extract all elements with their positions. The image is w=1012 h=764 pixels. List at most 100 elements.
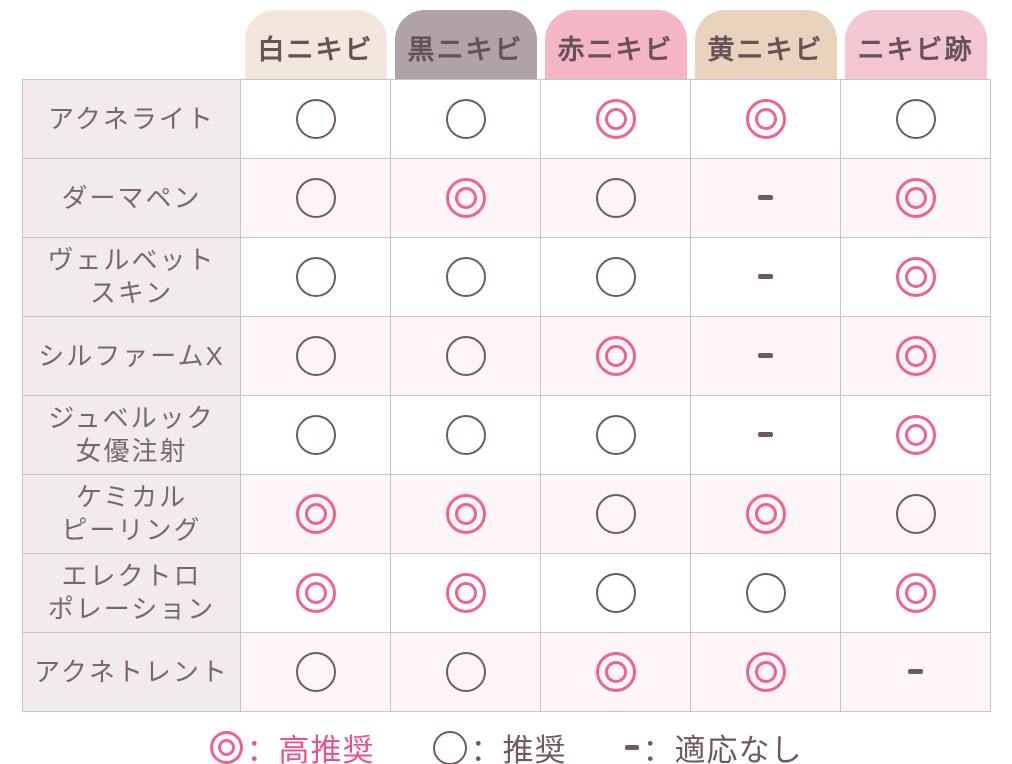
matrix-cell — [390, 474, 541, 554]
recommend-icon — [445, 415, 486, 455]
matrix-cell — [390, 632, 541, 712]
recommend-icon — [895, 494, 936, 534]
high-recommend-icon — [295, 494, 336, 534]
treatment-acne-matrix: 白ニキビ 黒ニキビ 赤ニキビ 黄ニキビ ニキビ跡 アクネライト ダーマペン — [22, 10, 991, 712]
recommend-icon — [595, 415, 636, 455]
matrix-cell — [690, 237, 841, 317]
table-row-dermapen: ダーマペン — [22, 158, 991, 238]
high-recommend-icon — [295, 573, 336, 613]
matrix-cell — [690, 553, 841, 633]
matrix-cell — [240, 632, 391, 712]
table-row-electroporation: エレクトロ ポレーション — [22, 553, 991, 633]
high-recommend-icon — [445, 178, 486, 218]
legend-item-high-recommend: ：高推奨 — [209, 725, 375, 764]
col-header-white-acne: 白ニキビ — [244, 10, 387, 79]
high-recommend-icon — [745, 494, 786, 534]
recommend-icon — [295, 178, 336, 218]
matrix-cell — [390, 79, 541, 159]
recommend-icon — [295, 415, 336, 455]
high-recommend-inner-circle — [454, 582, 477, 604]
col-header-acne-scars: ニキビ跡 — [844, 10, 987, 79]
row-label: エレクトロ ポレーション — [22, 553, 241, 633]
high-recommend-inner-circle — [754, 503, 777, 525]
recommend-icon — [295, 257, 336, 297]
matrix-cell — [840, 316, 991, 396]
high-recommend-inner-circle — [604, 661, 627, 683]
col-header-red-acne: 赤ニキビ — [544, 10, 687, 79]
recommend-icon — [745, 573, 786, 613]
matrix-cell — [840, 79, 991, 159]
matrix-cell — [390, 316, 541, 396]
legend: ：高推奨 ：推奨 ：適応なし — [0, 725, 1012, 764]
high-recommend-inner-circle — [754, 661, 777, 683]
high-recommend-inner-circle — [904, 424, 927, 446]
row-label: ダーマペン — [22, 158, 241, 238]
matrix-cell — [240, 474, 391, 554]
col-header-yellow-acne: 黄ニキビ — [694, 10, 837, 79]
matrix-cell — [840, 553, 991, 633]
matrix-cell — [690, 395, 841, 475]
recommend-icon — [295, 99, 336, 139]
legend-symbol — [624, 739, 639, 757]
table-row-acnetrent: アクネトレント — [22, 632, 991, 712]
legend-label: ：適応なし — [642, 733, 803, 764]
matrix-cell — [390, 158, 541, 238]
matrix-cell — [540, 158, 691, 238]
matrix-cell — [540, 316, 691, 396]
high-recommend-inner-circle — [454, 503, 477, 525]
table-row-velvet-skin: ヴェルベット スキン — [22, 237, 991, 317]
matrix-cell — [840, 237, 991, 317]
not-applicable-icon — [624, 744, 639, 750]
high-recommend-icon — [895, 336, 936, 376]
high-recommend-icon — [595, 652, 636, 692]
table-row-acne-light: アクネライト — [22, 79, 991, 159]
matrix-cell — [390, 395, 541, 475]
matrix-cell — [690, 316, 841, 396]
high-recommend-icon — [595, 336, 636, 376]
high-recommend-icon — [745, 99, 786, 139]
high-recommend-inner-circle — [304, 503, 327, 525]
high-recommend-inner-circle — [754, 108, 777, 130]
high-recommend-inner-circle — [304, 582, 327, 604]
matrix-cell — [240, 316, 391, 396]
not-applicable-icon — [758, 274, 773, 280]
high-recommend-icon — [445, 494, 486, 534]
row-label: アクネトレント — [22, 632, 241, 712]
recommend-icon — [295, 652, 336, 692]
high-recommend-icon — [895, 573, 936, 613]
not-applicable-icon — [758, 195, 773, 201]
legend-item-recommend: ：推奨 — [432, 725, 567, 764]
row-label: ヴェルベット スキン — [22, 237, 241, 317]
table-row-sylfirm-x: シルファームX — [22, 316, 991, 396]
recommend-icon — [595, 178, 636, 218]
matrix-cell — [690, 79, 841, 159]
matrix-cell — [240, 237, 391, 317]
not-applicable-icon — [908, 669, 923, 675]
high-recommend-inner-circle — [904, 345, 927, 367]
row-label: ジュベルック 女優注射 — [22, 395, 241, 475]
high-recommend-inner-circle — [904, 582, 927, 604]
matrix-cell — [540, 553, 691, 633]
high-recommend-icon — [895, 178, 936, 218]
row-label: アクネライト — [22, 79, 241, 159]
legend-symbol — [209, 731, 243, 764]
matrix-cell — [540, 632, 691, 712]
not-applicable-icon — [758, 432, 773, 438]
high-recommend-inner-circle — [217, 739, 235, 756]
recommend-icon — [445, 257, 486, 297]
matrix-cell — [690, 474, 841, 554]
matrix-cell — [540, 237, 691, 317]
matrix-cell — [240, 395, 391, 475]
recommend-icon — [432, 730, 467, 764]
high-recommend-inner-circle — [454, 187, 477, 209]
col-header-black-acne: 黒ニキビ — [394, 10, 537, 79]
recommend-icon — [595, 494, 636, 534]
matrix-cell — [240, 553, 391, 633]
legend-symbol — [432, 730, 467, 764]
matrix-cell — [690, 632, 841, 712]
matrix-cell — [540, 474, 691, 554]
matrix-cell — [540, 395, 691, 475]
recommend-icon — [445, 652, 486, 692]
matrix-cell — [390, 237, 541, 317]
